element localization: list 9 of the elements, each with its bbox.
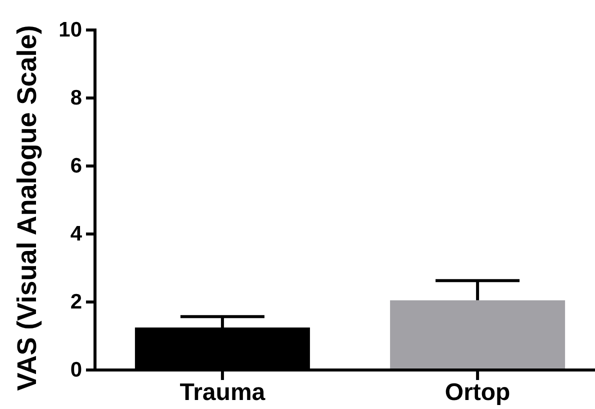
y-tick-label: 8 <box>70 86 82 110</box>
y-tick-label: 0 <box>70 358 82 382</box>
y-axis-title: VAS (Visual Analogue Scale) <box>12 25 42 391</box>
y-tick-label: 4 <box>70 222 82 246</box>
x-tick-label: Ortop <box>444 379 510 406</box>
y-tick-label: 6 <box>70 154 82 178</box>
y-tick-label: 10 <box>58 18 82 42</box>
y-tick-label: 2 <box>70 290 82 314</box>
x-tick-label: Trauma <box>180 379 266 406</box>
